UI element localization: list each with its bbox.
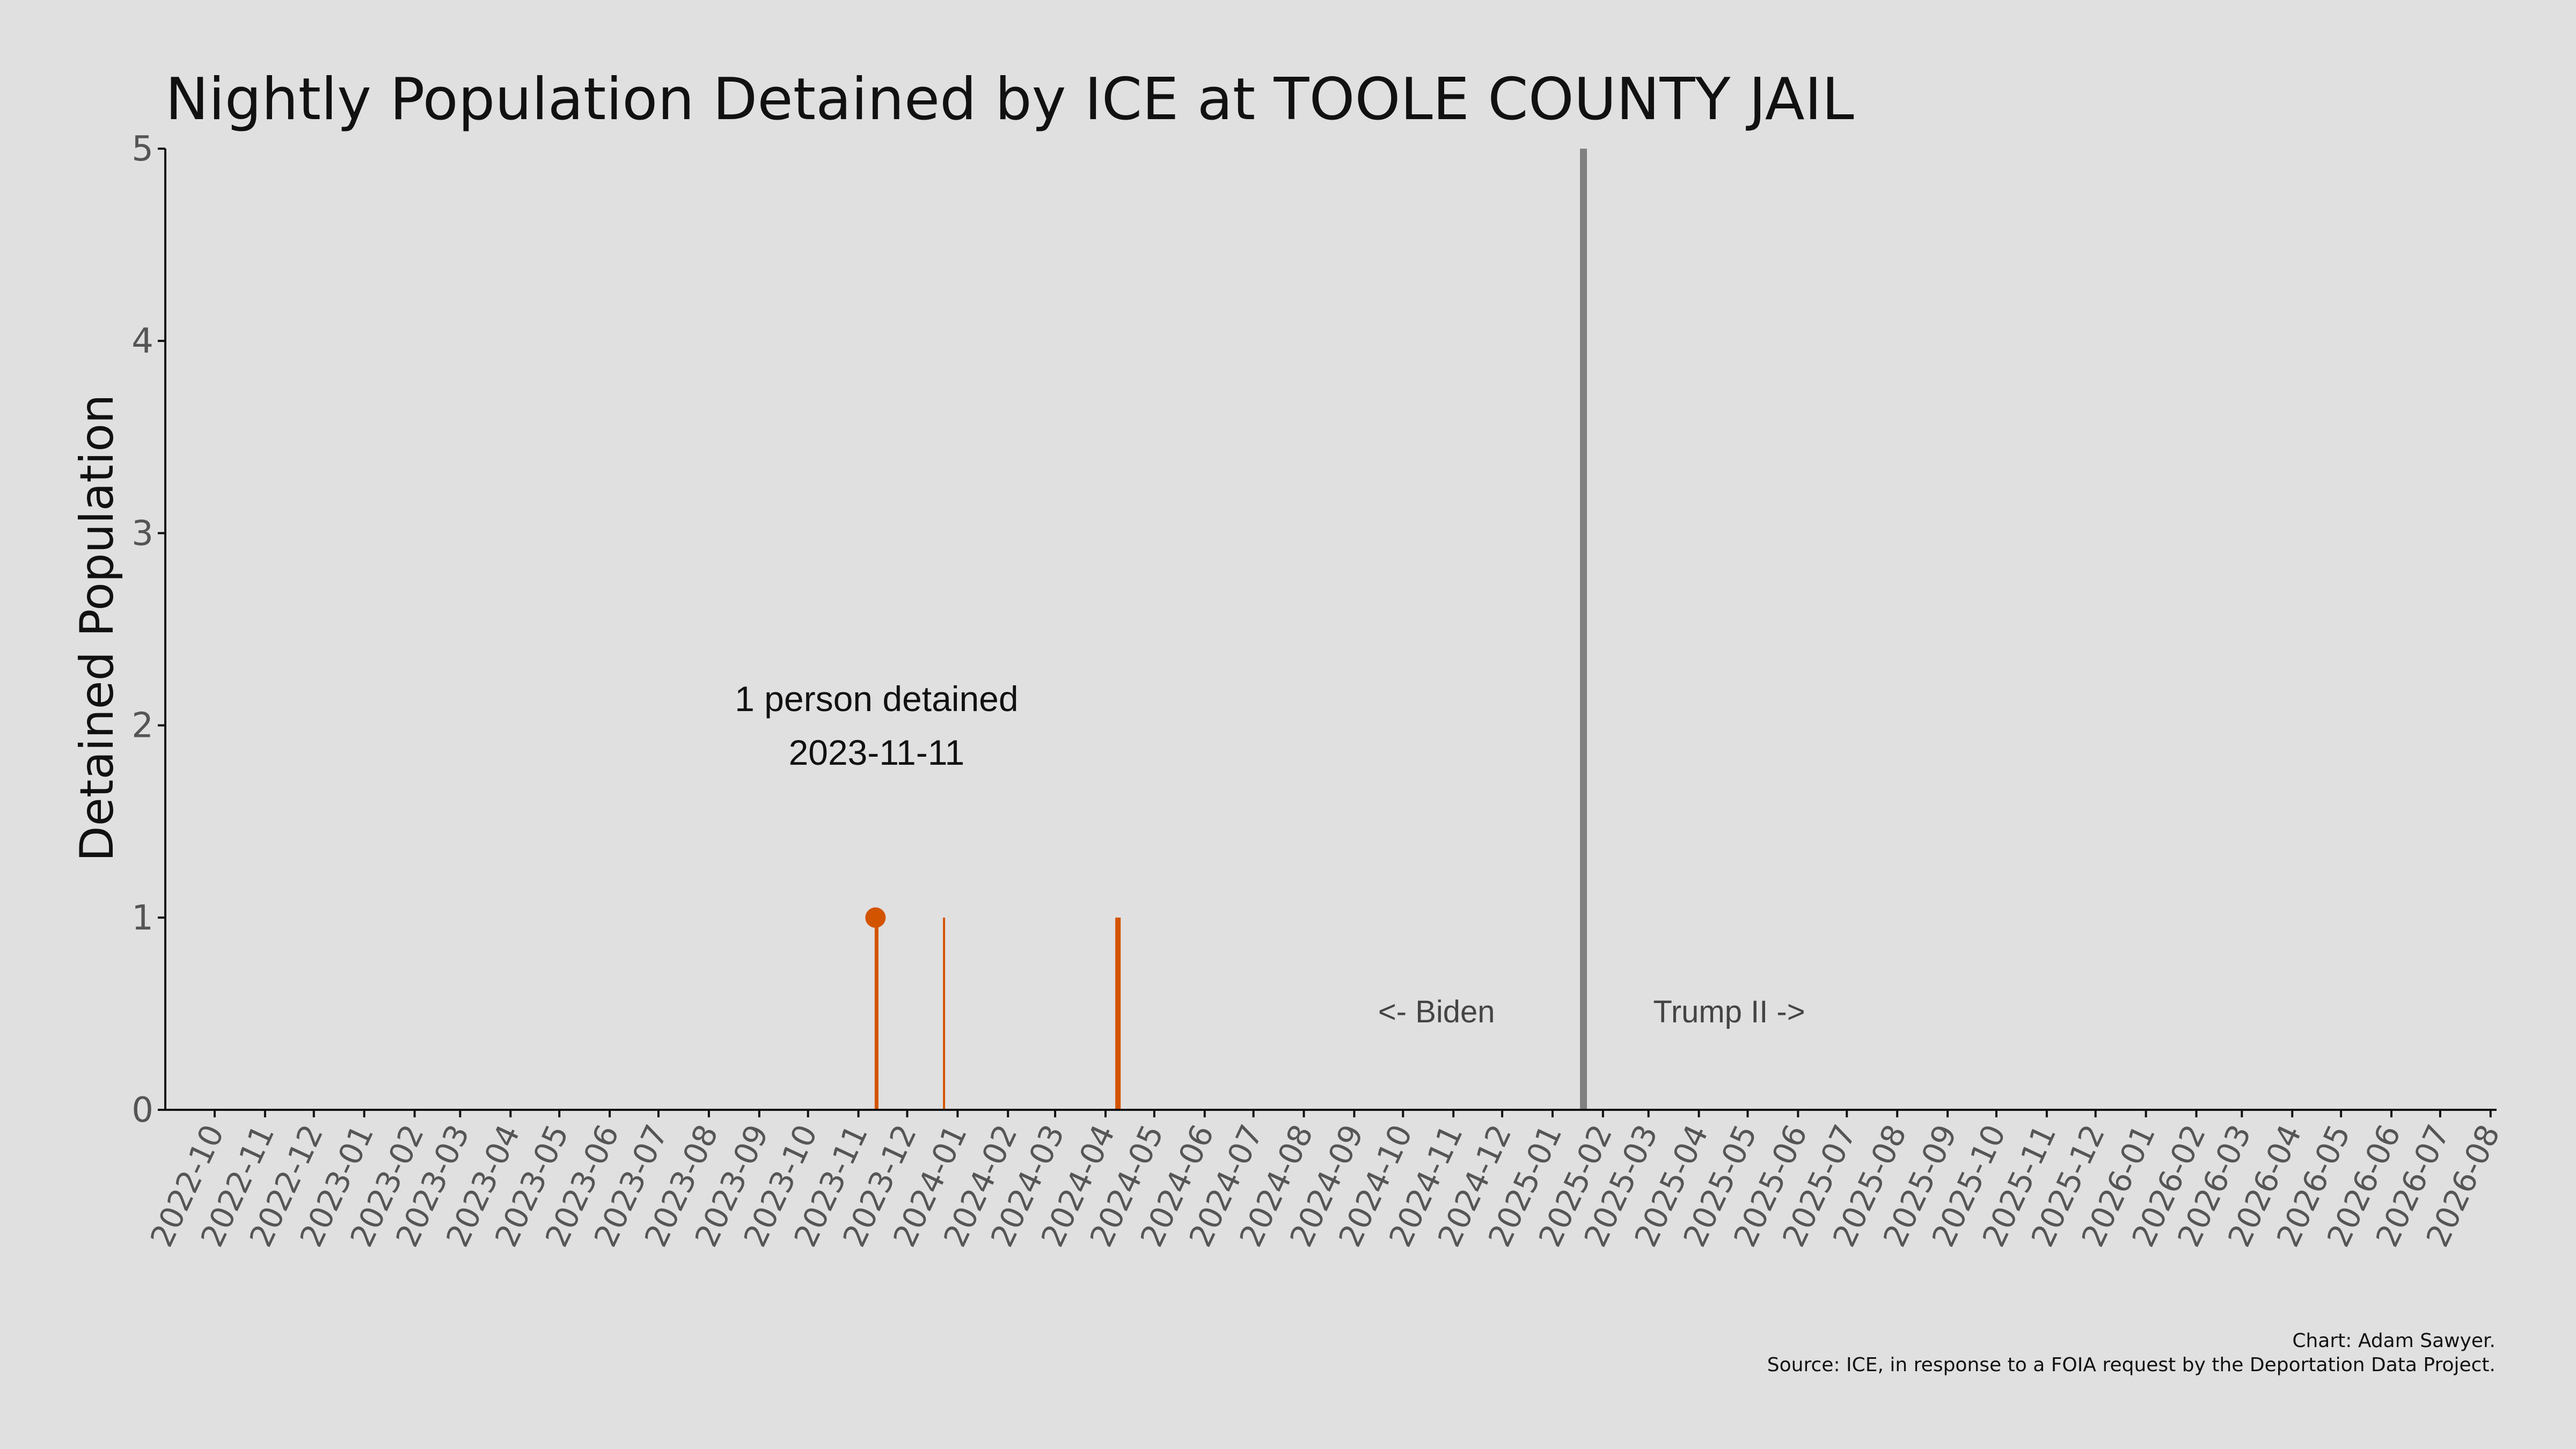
highlight-annotation: 1 person detained 2023-11-11 (735, 679, 1019, 928)
y-tick-label: 2 (131, 706, 153, 746)
y-axis-ticks: 0 1 2 3 4 5 (131, 129, 165, 1130)
detention-bar (1118, 917, 1121, 1110)
trump-era-label: Trump II -> (1653, 994, 1805, 1029)
y-tick-label: 3 (131, 514, 153, 553)
chart-title: Nightly Population Detained by ICE at TO… (165, 66, 1854, 133)
highlight-marker (865, 907, 886, 928)
biden-era-label: <- Biden (1378, 994, 1495, 1029)
highlight-label-count: 1 person detained (735, 679, 1018, 719)
detention-bar (1115, 917, 1118, 1110)
y-tick-label: 0 (131, 1091, 153, 1130)
detention-bar (876, 917, 879, 1110)
y-tick-label: 4 (131, 321, 153, 361)
y-axis-label: Detained Population (70, 394, 124, 862)
chart-source: Source: ICE, in response to a FOIA reque… (1767, 1354, 2496, 1376)
detention-bar (1117, 917, 1119, 1110)
highlight-label-date: 2023-11-11 (788, 733, 964, 772)
detention-bar (874, 917, 877, 1110)
y-tick-label: 5 (131, 129, 153, 169)
administration-divider: <- Biden Trump II -> (1378, 149, 1805, 1110)
detention-bars (874, 917, 1121, 1110)
detention-bar (943, 917, 946, 1110)
chart-credit: Chart: Adam Sawyer. (2292, 1330, 2496, 1352)
y-tick-label: 1 (131, 898, 153, 938)
